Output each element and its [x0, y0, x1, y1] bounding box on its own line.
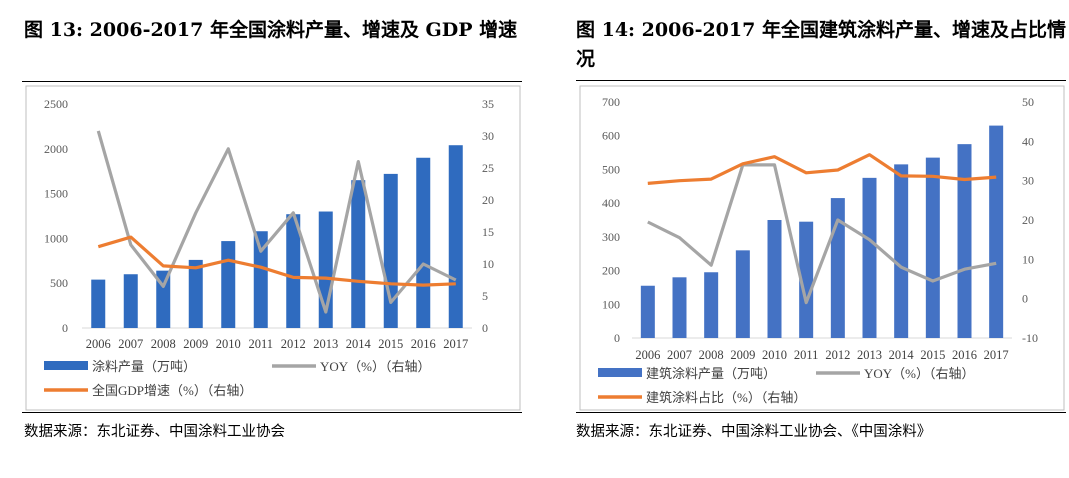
left-axis-tick-label: 0 [62, 321, 68, 335]
right-axis-tick-label: -10 [1022, 331, 1038, 345]
right-axis-tick-label: 25 [482, 161, 494, 175]
right-axis-tick-label: 40 [1022, 134, 1034, 148]
legend-label: YOY（%）（右轴） [320, 359, 431, 374]
right-axis-tick-label: 10 [1022, 252, 1034, 266]
figure-title: 图 14: 2006-2017 年全国建筑涂料产量、增速及占比情况 [576, 19, 1066, 70]
x-axis-tick-label: 2016 [411, 337, 436, 351]
left-axis-tick-label: 400 [602, 196, 620, 210]
source-note: 数据来源：东北证券、中国涂料工业协会 [24, 424, 285, 440]
x-axis-tick-label: 2015 [378, 337, 403, 351]
chart-architectural-coatings: 0 100 200 300 400 500 600 700 -10 0 10 20 30 40 50 2006… [579, 85, 1065, 411]
x-axis-tick-label: 2007 [667, 348, 692, 362]
secondary-line [647, 153, 997, 185]
title-rule [576, 80, 1066, 81]
left-axis-tick-label: 200 [602, 264, 620, 278]
source-rule [576, 412, 1066, 413]
secondary-line [97, 235, 456, 287]
left-axis-tick-label: 300 [602, 230, 620, 244]
x-axis-tick-label: 2006 [86, 337, 111, 351]
x-axis-tick-label: 2010 [216, 337, 241, 351]
bar [767, 220, 782, 338]
x-axis-tick-label: 2014 [346, 337, 372, 351]
bar [989, 125, 1004, 338]
x-axis-tick-label: 2008 [699, 348, 724, 362]
chart-frame [25, 85, 521, 411]
right-axis-tick-label: 50 [1022, 95, 1034, 109]
x-axis-tick-label: 2007 [118, 337, 143, 351]
bar [253, 231, 268, 328]
left-axis-tick-label: 2000 [44, 142, 68, 156]
bar [91, 279, 106, 328]
left-axis-tick-label: 500 [602, 162, 620, 176]
bar [416, 157, 431, 328]
x-axis-tick-label: 2011 [794, 348, 819, 362]
bar [957, 144, 972, 338]
left-axis-tick-label: 1000 [44, 231, 68, 245]
legend-label: 全国GDP增速（%）（右轴） [92, 383, 252, 398]
x-axis-tick-label: 2008 [151, 337, 176, 351]
bar [925, 157, 940, 338]
x-axis-tick-label: 2012 [281, 337, 306, 351]
bar [640, 285, 655, 338]
right-axis-tick-label: 35 [482, 97, 494, 111]
right-axis-tick-label: 10 [482, 257, 494, 271]
figure-title: 图 13: 2006-2017 年全国涂料产量、增速及 GDP 增速 [24, 19, 518, 41]
x-axis-tick-label: 2012 [825, 348, 850, 362]
left-axis-tick-label: 600 [602, 129, 620, 143]
bar [221, 241, 236, 328]
right-axis-tick-label: 30 [482, 129, 494, 143]
x-axis-tick-label: 2009 [730, 348, 755, 362]
legend-label: 建筑涂料产量（万吨） [646, 366, 776, 381]
bar [448, 145, 463, 328]
bar [286, 214, 301, 328]
yoy-line [647, 163, 997, 305]
right-axis-tick-label: 0 [482, 321, 488, 335]
source-rule [22, 412, 522, 413]
bar [156, 270, 171, 328]
yoy-line [96, 130, 457, 314]
left-axis-tick-label: 500 [50, 276, 68, 290]
right-axis-tick-label: 30 [1022, 174, 1034, 188]
x-axis-tick-label: 2014 [889, 348, 915, 362]
x-axis-tick-label: 2013 [313, 337, 338, 351]
left-axis-tick-label: 2500 [44, 97, 68, 111]
legend-label: 涂料产量（万吨） [92, 359, 196, 374]
x-axis-tick-label: 2010 [762, 348, 787, 362]
bar [123, 274, 138, 328]
right-axis-tick-label: 0 [1022, 292, 1028, 306]
x-axis-tick-label: 2009 [183, 337, 208, 351]
bar [188, 259, 203, 328]
bar [672, 277, 687, 338]
legend-label: YOY（%）（右轴） [864, 366, 975, 381]
chart-frame [579, 85, 1065, 411]
bar [383, 173, 398, 328]
x-axis-tick-label: 2011 [248, 337, 273, 351]
bar [862, 177, 877, 338]
left-axis-tick-label: 1500 [44, 187, 68, 201]
x-axis-tick-label: 2006 [635, 348, 660, 362]
legend-swatch-bar [44, 361, 88, 370]
source-note: 数据来源：东北证券、中国涂料工业协会、《中国涂料》 [576, 424, 932, 440]
left-axis-tick-label: 700 [602, 95, 620, 109]
left-axis-tick-label: 0 [614, 331, 620, 345]
bar [735, 250, 750, 338]
right-axis-tick-label: 20 [1022, 213, 1034, 227]
legend-label: 建筑涂料占比（%）（右轴） [646, 390, 806, 405]
legend-swatch-bar [598, 368, 642, 377]
bar [799, 221, 814, 338]
x-axis-tick-label: 2017 [443, 337, 468, 351]
x-axis-tick-label: 2017 [984, 348, 1009, 362]
bar [894, 164, 909, 338]
x-axis-tick-label: 2013 [857, 348, 882, 362]
bar [704, 272, 719, 338]
left-axis-tick-label: 100 [602, 297, 620, 311]
title-rule [22, 81, 522, 82]
bar [351, 180, 366, 328]
right-axis-tick-label: 5 [482, 289, 488, 303]
x-axis-tick-label: 2015 [920, 348, 945, 362]
x-axis-tick-label: 2016 [952, 348, 977, 362]
right-axis-tick-label: 15 [482, 225, 494, 239]
chart-production-gdp: 0 500 1000 1500 2000 2500 0 5 10 15 20 25 30 35 2006 20… [25, 85, 521, 411]
right-axis-tick-label: 20 [482, 193, 494, 207]
